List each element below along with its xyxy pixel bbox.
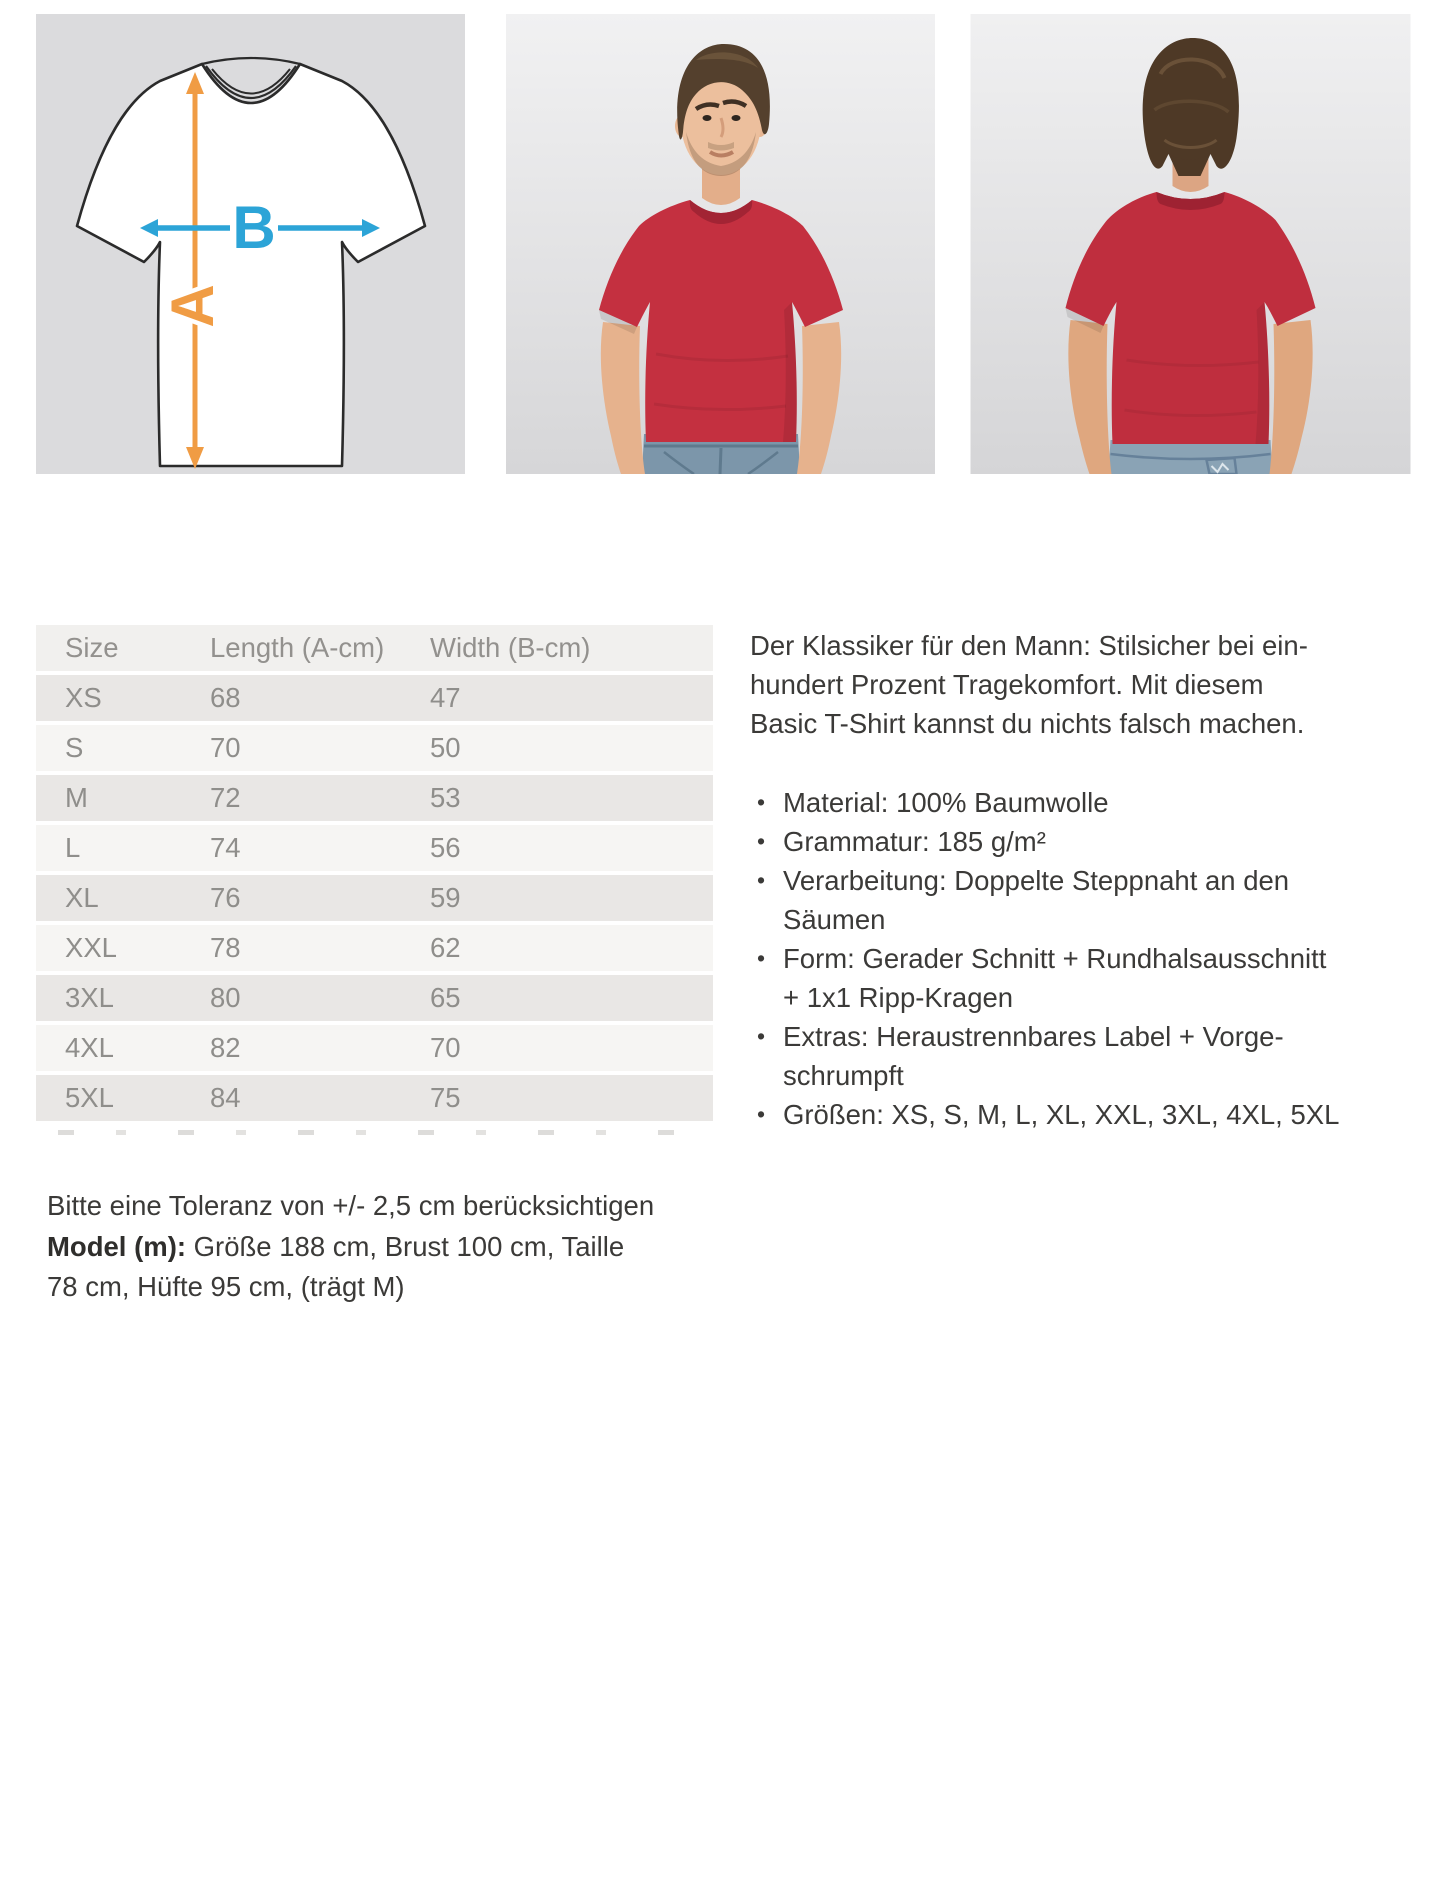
cell-size: XS [65, 682, 102, 713]
cell-length: 72 [210, 782, 241, 813]
bullet-text: Material: 100% Baumwolle [783, 787, 1109, 818]
col-header-width: Width (B-cm) [430, 632, 591, 663]
cell-width: 59 [430, 882, 461, 913]
length-arrow-a: A [155, 72, 231, 469]
tshirt-measure-diagram-icon: A B [75, 56, 427, 469]
cell-length: 76 [210, 882, 241, 913]
size-table: Size Length (A-cm) Width (B-cm) XS 68 47… [36, 625, 713, 1125]
table-row: XXL 78 62 [36, 925, 713, 971]
back-figure [1065, 38, 1316, 474]
cell-width: 70 [430, 1032, 461, 1063]
list-item-grammatur: • Grammatur: 185 g/m² [750, 822, 1430, 861]
label-b: B [232, 194, 275, 261]
product-photo-back [970, 14, 1411, 474]
product-description: Der Klassiker für den Mann: Stilsicher b… [750, 626, 1430, 1134]
model-info: Model (m): Größe 188 cm, Brust 100 cm, T… [47, 1227, 687, 1307]
cell-width: 47 [430, 682, 461, 713]
man-back-red-tshirt-image [970, 14, 1411, 474]
cell-length: 70 [210, 732, 241, 763]
cell-length: 82 [210, 1032, 241, 1063]
cell-width: 75 [430, 1082, 461, 1113]
bullet-text: Form: Gerader Schnitt + Rundhalsausschni… [783, 943, 1327, 1013]
bullet-icon: • [757, 1101, 766, 1127]
cell-length: 84 [210, 1082, 241, 1113]
cell-width: 65 [430, 982, 461, 1013]
cell-size: XXL [65, 932, 117, 963]
bullet-icon: • [757, 789, 766, 815]
col-header-length: Length (A-cm) [210, 632, 385, 663]
bullet-icon: • [757, 828, 766, 854]
red-tshirt-front [599, 200, 843, 442]
width-arrow-b: B [140, 194, 380, 261]
cell-width: 56 [430, 832, 461, 863]
clipped-table-row [36, 1128, 713, 1136]
description-intro: Der Klassiker für den Mann: Stilsicher b… [750, 630, 1308, 739]
clipped-text-fragment [58, 1130, 688, 1135]
col-header-size: Size [65, 632, 119, 663]
model-label: Model (m): [47, 1231, 187, 1262]
cell-size: XL [65, 882, 99, 913]
product-photo-front [506, 14, 935, 474]
cell-size: L [65, 832, 81, 863]
cell-length: 78 [210, 932, 241, 963]
cell-size: 3XL [65, 982, 114, 1013]
list-item-groessen: • Größen: XS, S, M, L, XL, XXL, 3XL, 4XL… [750, 1095, 1430, 1134]
bullet-icon: • [757, 867, 766, 893]
cell-size: S [65, 732, 84, 763]
red-tshirt-back [1065, 192, 1316, 444]
table-row: S 70 50 [36, 725, 713, 771]
table-row: 4XL 82 70 [36, 1025, 713, 1071]
list-item-material: • Material: 100% Baumwolle [750, 783, 1430, 822]
jeans-back [1108, 440, 1273, 474]
bullet-text: Extras: Heraustrennbares Label + Vorge- … [783, 1021, 1284, 1091]
front-figure [599, 44, 843, 474]
list-item-extras: • Extras: Heraustrennbares Label + Vorge… [750, 1017, 1430, 1095]
bullet-icon: • [757, 945, 766, 971]
table-row: L 74 56 [36, 825, 713, 871]
bullet-text: Verarbeitung: Doppelte Steppnaht an den … [783, 865, 1290, 935]
label-a: A [159, 284, 226, 327]
cell-size: M [65, 782, 88, 813]
table-row: XS 68 47 [36, 675, 713, 721]
jeans-front [642, 434, 800, 474]
cell-size: 4XL [65, 1032, 114, 1063]
cell-width: 50 [430, 732, 461, 763]
size-diagram-panel: A B [36, 14, 465, 474]
cell-length: 80 [210, 982, 241, 1013]
model-details: Größe 188 cm, Brust 100 cm, Taille 78 cm… [47, 1231, 625, 1302]
man-front-red-tshirt-image [506, 14, 935, 474]
cell-length: 74 [210, 832, 241, 863]
cell-size: 5XL [65, 1082, 114, 1113]
table-row: 5XL 84 75 [36, 1075, 713, 1121]
cell-width: 62 [430, 932, 461, 963]
table-row: XL 76 59 [36, 875, 713, 921]
cell-length: 68 [210, 682, 241, 713]
bullet-icon: • [757, 1023, 766, 1049]
bullet-text: Größen: XS, S, M, L, XL, XXL, 3XL, 4XL, … [783, 1099, 1340, 1130]
table-row: M 72 53 [36, 775, 713, 821]
hair-back [1142, 38, 1239, 176]
bullet-text: Grammatur: 185 g/m² [783, 826, 1046, 857]
measurement-notes: Bitte eine Toleranz von +/- 2,5 cm berüc… [47, 1186, 687, 1307]
table-header-row: Size Length (A-cm) Width (B-cm) [36, 625, 713, 671]
list-item-form: • Form: Gerader Schnitt + Rundhalsaussch… [750, 939, 1430, 1017]
table-row: 3XL 80 65 [36, 975, 713, 1021]
list-item-verarbeitung: • Verarbeitung: Doppelte Steppnaht an de… [750, 861, 1430, 939]
tshirt-outline [75, 56, 427, 468]
tolerance-note: Bitte eine Toleranz von +/- 2,5 cm berüc… [47, 1190, 655, 1221]
cell-width: 53 [430, 782, 461, 813]
